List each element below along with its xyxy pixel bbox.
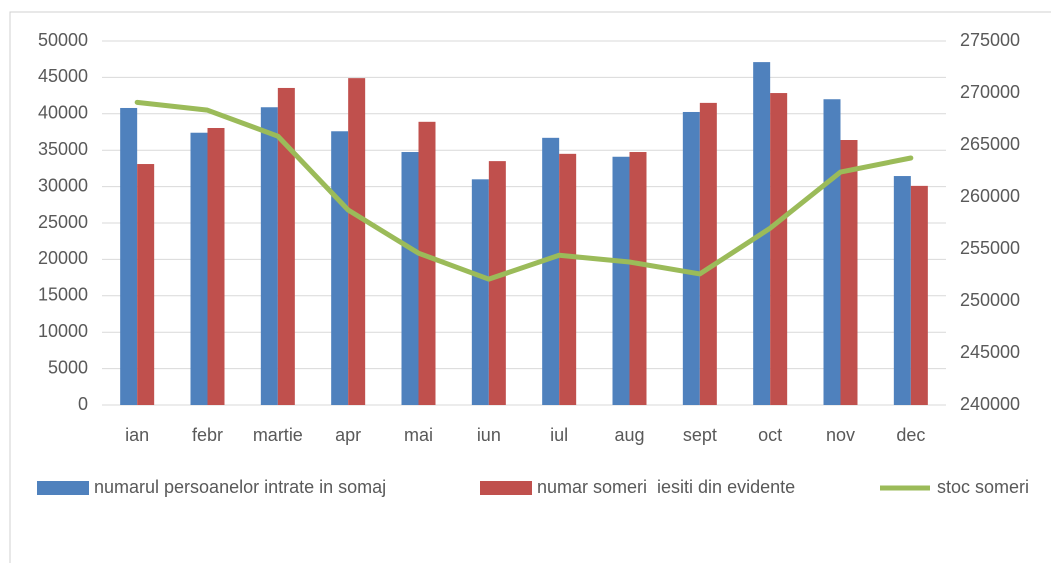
bar: [137, 164, 155, 405]
bar: [488, 161, 506, 405]
x-tick-label: iul: [550, 425, 568, 445]
bar: [401, 152, 419, 405]
x-tick-label: mai: [404, 425, 433, 445]
bar: [207, 127, 225, 405]
y-tick-label: 35000: [38, 139, 88, 159]
x-tick-label: martie: [253, 425, 303, 445]
y2-tick-label: 245000: [960, 342, 1020, 362]
bar: [893, 176, 911, 405]
y-tick-label: 0: [78, 394, 88, 414]
x-tick-label: iun: [477, 425, 501, 445]
y2-tick-label: 265000: [960, 134, 1020, 154]
y-tick-label: 45000: [38, 66, 88, 86]
legend-label: stoc someri: [937, 477, 1029, 497]
x-tick-label: ian: [125, 425, 149, 445]
y-tick-label: 10000: [38, 321, 88, 341]
x-tick-label: apr: [335, 425, 361, 445]
x-tick-label: nov: [826, 425, 855, 445]
y2-tick-label: 270000: [960, 82, 1020, 102]
bar: [471, 179, 489, 405]
x-tick-label: aug: [614, 425, 644, 445]
y-tick-label: 20000: [38, 248, 88, 268]
legend-swatch: [37, 481, 89, 495]
line-series: [134, 99, 914, 282]
legend-label: numarul persoanelor intrate in somaj: [94, 477, 386, 497]
bar: [331, 131, 349, 405]
bar: [348, 78, 366, 406]
bar: [682, 111, 700, 405]
y-tick-label: 40000: [38, 103, 88, 123]
y2-tick-label: 250000: [960, 290, 1020, 310]
bar: [840, 140, 858, 405]
bar: [910, 185, 928, 405]
y-tick-label: 25000: [38, 212, 88, 232]
bar: [559, 153, 577, 405]
bar: [612, 156, 630, 405]
bar: [190, 132, 208, 405]
legend-swatch: [480, 481, 532, 495]
y2-tick-label: 260000: [960, 186, 1020, 206]
bar: [629, 152, 647, 405]
x-tick-label: sept: [683, 425, 717, 445]
frame: [9, 11, 1051, 563]
bar: [823, 99, 841, 406]
y-tick-label: 30000: [38, 175, 88, 195]
bar: [770, 93, 788, 405]
bar: [699, 102, 717, 405]
bar: [418, 121, 436, 406]
x-tick-label: oct: [758, 425, 782, 445]
y2-tick-label: 275000: [960, 30, 1020, 50]
y-tick-label: 15000: [38, 285, 88, 305]
bar: [277, 87, 295, 406]
y-tick-label: 5000: [48, 357, 88, 377]
bar: [120, 107, 138, 405]
y2-tick-label: 255000: [960, 238, 1020, 258]
y-tick-label: 50000: [38, 30, 88, 50]
bar: [260, 107, 278, 406]
x-tick-label: febr: [192, 425, 223, 445]
bar: [542, 137, 560, 405]
legend-label: numar someri iesiti din evidente: [537, 477, 795, 497]
y2-tick-label: 240000: [960, 394, 1020, 414]
x-tick-label: dec: [896, 425, 925, 445]
